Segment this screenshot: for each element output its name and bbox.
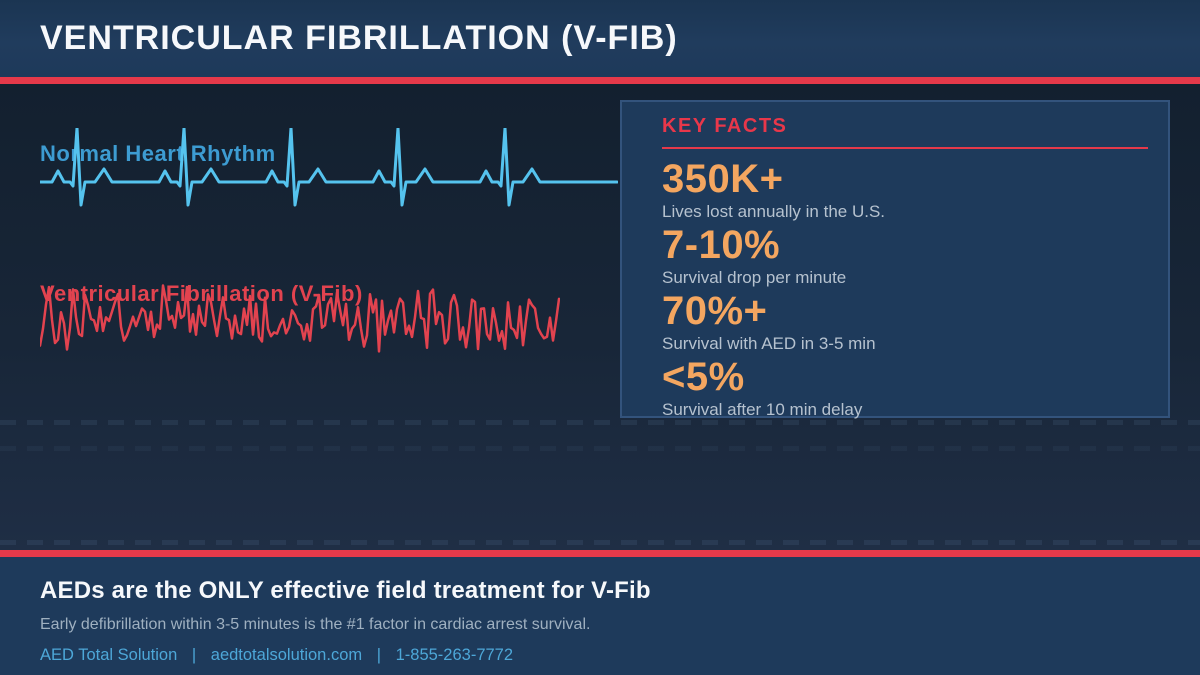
key-facts-rule [662, 147, 1148, 149]
company-name: AED Total Solution [40, 646, 178, 664]
vfib-ecg-trace [40, 284, 560, 353]
stat-caption: Lives lost annually in the U.S. [662, 202, 886, 221]
page-title: VENTRICULAR FIBRILLATION (V-FIB) [40, 19, 678, 57]
vfib-label: Ventricular Fibrillation (V-Fib) [40, 281, 363, 306]
stat-value: 70%+ [662, 289, 768, 333]
stat-caption: Survival after 10 min delay [662, 400, 863, 419]
background-dash-pattern [0, 446, 1200, 451]
stat-item: 70%+ Survival with AED in 3-5 min [662, 289, 1148, 355]
contact-separator: | [191, 646, 197, 664]
stat-caption: Survival with AED in 3-5 min [662, 334, 876, 353]
stat-value: 7-10% [662, 223, 781, 267]
contact-separator: | [376, 646, 382, 664]
website-text: aedtotalsolution.com [210, 646, 363, 664]
footer-headline: AEDs are the ONLY effective field treatm… [40, 577, 651, 604]
normal-ecg-trace [40, 128, 618, 207]
phone-number: 1-855-263-7772 [395, 646, 514, 664]
key-facts-panel: KEY FACTS 350K+ Lives lost annually in t… [620, 100, 1170, 421]
footer-divider-bar [0, 550, 1200, 557]
key-facts-stats: 350K+ Lives lost annually in the U.S. 7-… [662, 157, 1148, 421]
stat-item: 350K+ Lives lost annually in the U.S. [662, 157, 1148, 223]
background-dash-pattern [0, 540, 1200, 545]
main-canvas: Normal Heart Rhythm Ventricular Fibrilla… [0, 84, 1200, 550]
key-facts-title: KEY FACTS [662, 115, 788, 137]
stat-value: 350K+ [662, 157, 784, 201]
background-dash-pattern [0, 420, 1200, 425]
stat-item: <5% Survival after 10 min delay [662, 355, 1148, 421]
stat-caption: Survival drop per minute [662, 268, 847, 287]
stat-item: 7-10% Survival drop per minute [662, 223, 1148, 289]
stat-value: <5% [662, 355, 745, 399]
footer-subline: Early defibrillation within 3-5 minutes … [40, 616, 591, 633]
footer-banner: AEDs are the ONLY effective field treatm… [0, 557, 1200, 675]
footer-contact-line: AED Total Solution | aedtotalsolution.co… [40, 646, 1160, 665]
header-divider-bar [0, 77, 1200, 84]
header-banner: VENTRICULAR FIBRILLATION (V-FIB) [0, 0, 1200, 77]
